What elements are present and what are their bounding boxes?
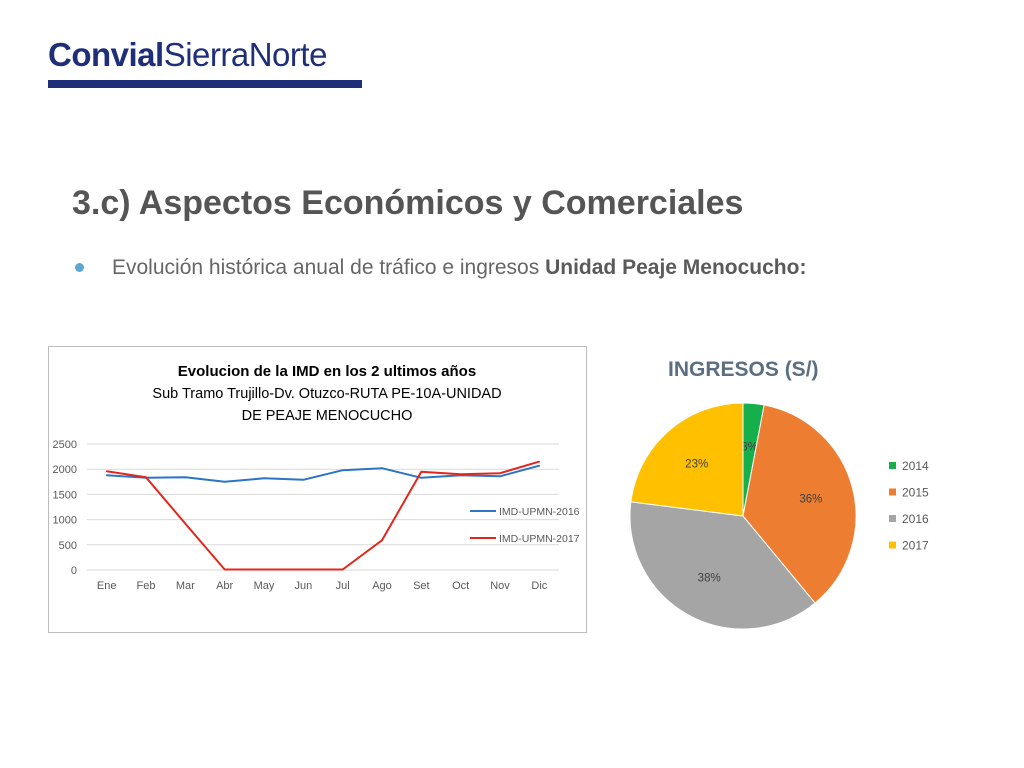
x-tick-label: Feb: [137, 580, 156, 592]
x-tick-label: Jul: [336, 580, 350, 592]
x-tick-label: Set: [413, 580, 430, 592]
line-chart-subtitle-2: DE PEAJE MENOCUCHO: [242, 408, 413, 424]
legend-label: 2016: [902, 512, 929, 526]
legend-label: 2014: [902, 459, 929, 473]
y-tick-label: 2000: [53, 464, 77, 476]
legend-label: IMD-UPMN-2017: [499, 533, 580, 545]
pie-data-label: 38%: [698, 572, 721, 584]
data-point: [381, 539, 383, 542]
legend-label: 2015: [902, 486, 929, 500]
pie-slice-2015: [742, 404, 857, 604]
x-tick-label: Ago: [372, 580, 392, 592]
y-tick-label: 1500: [53, 489, 77, 501]
series-line-1: [106, 464, 540, 483]
data-point: [184, 522, 187, 525]
imd-line-chart: Evolucion de la IMD en los 2 ultimos año…: [48, 346, 587, 633]
x-tick-label: Dic: [531, 580, 547, 592]
data-point: [223, 568, 226, 571]
data-point: [538, 460, 541, 463]
data-point: [341, 568, 344, 571]
logo-bold-text: Convial: [48, 36, 164, 73]
legend-swatch: [889, 515, 896, 522]
pie-slice-2016: [629, 501, 816, 630]
x-tick-label: Jun: [294, 580, 312, 592]
pie-chart-svg: INGRESOS (S/) 3% 36% 38% 23% 2014 2015 2016 201…: [629, 358, 929, 630]
x-tick-label: May: [254, 580, 275, 592]
bullet-item: Evolución histórica anual de tráfico e i…: [72, 256, 972, 286]
data-point: [105, 474, 108, 477]
y-tick-label: 2500: [53, 439, 77, 451]
y-tick-label: 500: [59, 540, 77, 552]
pie-data-label: 23%: [685, 458, 708, 470]
y-tick-label: 0: [71, 565, 77, 577]
bullet-plain-text: Evolución histórica anual de tráfico e i…: [112, 256, 546, 279]
data-point: [302, 568, 305, 571]
data-point: [263, 477, 265, 480]
y-tick-label: 1000: [53, 515, 77, 527]
logo-text: ConvialSierraNorte: [48, 36, 364, 74]
data-point: [145, 476, 147, 479]
pie-data-label: 3%: [741, 441, 758, 453]
data-point: [459, 473, 462, 476]
bullet-bold-text: Unidad Peaje Menocucho:: [545, 256, 807, 279]
data-point: [420, 470, 423, 473]
data-point: [184, 476, 187, 479]
line-chart-title: Evolucion de la IMD en los 2 ultimos año…: [178, 363, 476, 380]
data-point: [420, 476, 423, 479]
data-point: [302, 478, 305, 481]
data-point: [223, 481, 226, 483]
logo-light-text: SierraNorte: [163, 36, 328, 73]
company-logo: ConvialSierraNorte: [48, 36, 364, 90]
logo-underline: [48, 80, 362, 88]
series-line-2: [106, 460, 540, 571]
ingresos-pie-chart: INGRESOS (S/) 3% 36% 38% 23% 2014 2015 2016 201…: [600, 344, 1000, 644]
data-point: [341, 469, 344, 472]
legend-swatch: [889, 462, 896, 469]
legend-label: IMD-UPMN-2016: [499, 506, 580, 518]
bullet-dot-icon: [75, 263, 84, 272]
line-chart-svg: Evolucion de la IMD en los 2 ultimos año…: [53, 363, 580, 592]
x-tick-label: Abr: [216, 580, 233, 592]
data-point: [499, 472, 501, 475]
x-tick-label: Nov: [490, 580, 510, 592]
data-point: [381, 467, 383, 469]
pie-slice-2017: [630, 402, 744, 517]
data-point: [499, 475, 501, 478]
slide-title: 3.c) Aspectos Económicos y Comerciales: [72, 184, 744, 222]
pie-data-label: 36%: [799, 494, 822, 506]
x-tick-label: Mar: [176, 580, 195, 592]
legend-swatch: [889, 541, 896, 549]
x-tick-label: Oct: [452, 580, 469, 592]
line-chart-subtitle-1: Sub Tramo Trujillo-Dv. Otuzco-RUTA PE-10…: [152, 386, 501, 402]
legend-label: 2017: [902, 539, 929, 553]
pie-chart-title: INGRESOS (S/): [668, 358, 819, 381]
data-point: [263, 568, 265, 571]
legend-swatch: [889, 488, 896, 496]
data-point: [538, 464, 541, 467]
bullet-text: Evolución histórica anual de tráfico e i…: [112, 256, 806, 280]
x-tick-label: Ene: [97, 580, 117, 592]
data-point: [105, 470, 108, 473]
